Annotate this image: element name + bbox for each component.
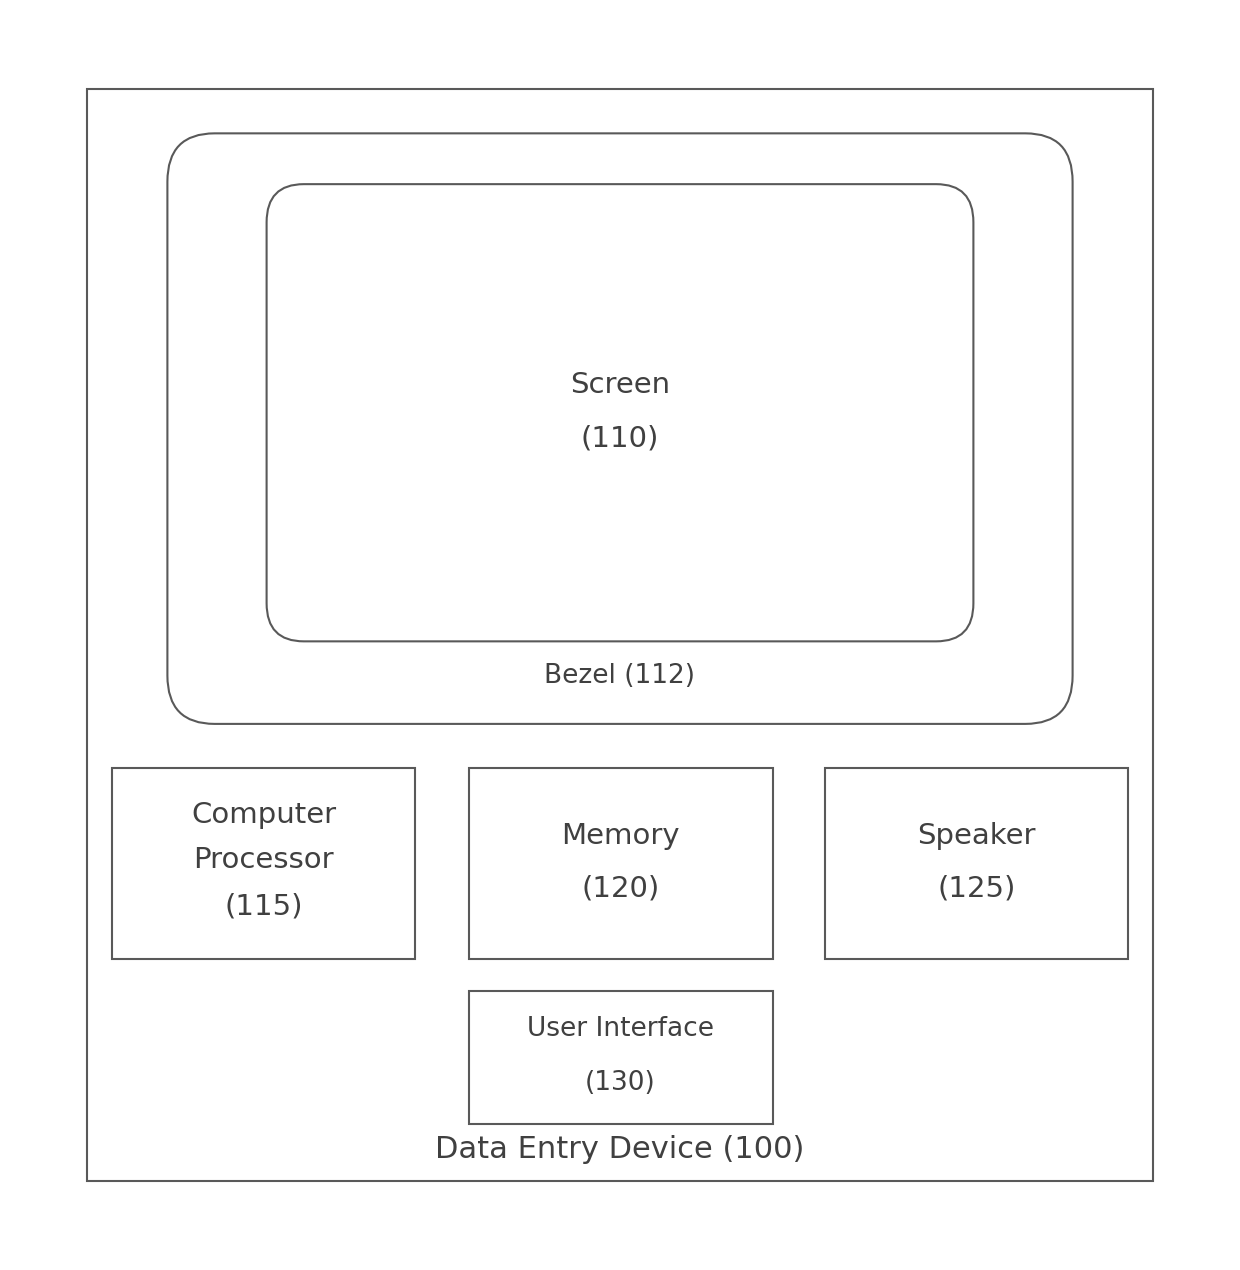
FancyBboxPatch shape xyxy=(167,133,1073,724)
FancyBboxPatch shape xyxy=(112,768,415,959)
Text: Processor: Processor xyxy=(193,846,334,874)
Text: Bezel (112): Bezel (112) xyxy=(544,663,696,688)
FancyBboxPatch shape xyxy=(469,768,773,959)
Text: Screen: Screen xyxy=(570,371,670,399)
Text: Computer: Computer xyxy=(191,801,336,829)
FancyBboxPatch shape xyxy=(469,991,773,1124)
FancyBboxPatch shape xyxy=(825,768,1128,959)
Text: Data Entry Device (100): Data Entry Device (100) xyxy=(435,1135,805,1163)
FancyBboxPatch shape xyxy=(267,184,973,641)
Text: (115): (115) xyxy=(224,893,303,921)
Text: Memory: Memory xyxy=(562,822,680,850)
Text: (120): (120) xyxy=(582,875,660,903)
Text: Speaker: Speaker xyxy=(918,822,1035,850)
Text: (125): (125) xyxy=(937,875,1016,903)
Text: User Interface: User Interface xyxy=(527,1016,714,1043)
Text: (130): (130) xyxy=(585,1069,656,1096)
FancyBboxPatch shape xyxy=(87,89,1153,1181)
Text: (110): (110) xyxy=(580,424,660,452)
